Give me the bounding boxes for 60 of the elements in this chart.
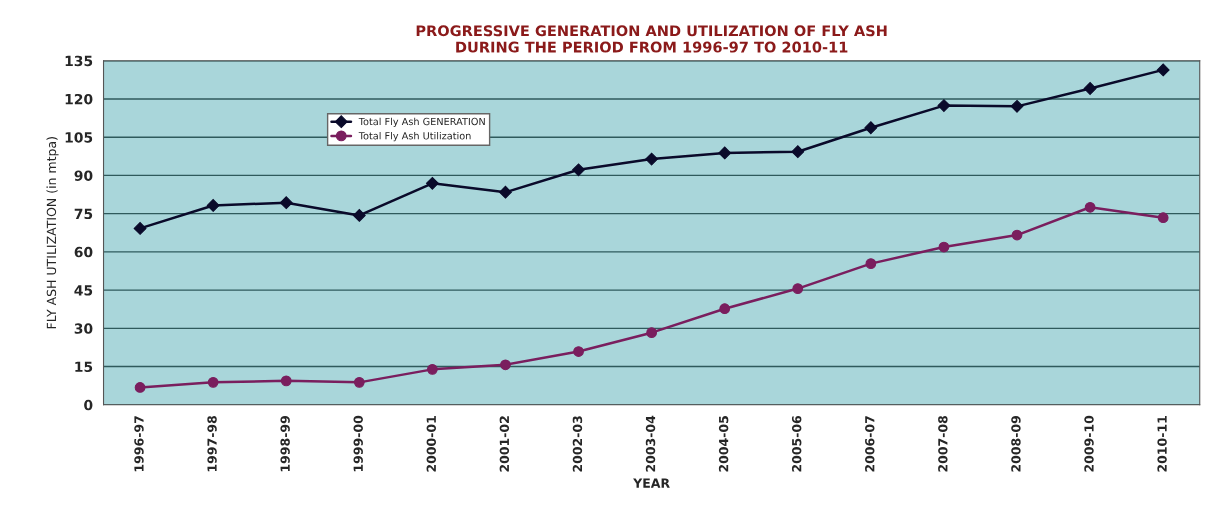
- point: [719, 303, 731, 315]
- point: [207, 376, 219, 388]
- point: [206, 199, 220, 212]
- point: [573, 346, 584, 357]
- point: [134, 382, 146, 393]
- x-tick-label: 1996-97: [134, 416, 144, 472]
- point: [500, 359, 511, 371]
- point: [864, 121, 878, 135]
- point: [937, 99, 951, 112]
- point: [280, 375, 292, 387]
- point: [427, 363, 438, 375]
- point: [1011, 229, 1023, 241]
- x-tick-label: 2001-02: [499, 416, 510, 472]
- x-tick-label: 2005-06: [791, 415, 802, 472]
- x-tick-label: 2009-10: [1084, 415, 1094, 472]
- legend-label: Total Fly Ash Utilization: [358, 131, 471, 142]
- y-tick-label: 30: [74, 323, 93, 334]
- y-tick-label: 75: [74, 208, 93, 220]
- point: [1010, 99, 1024, 113]
- point: [425, 176, 439, 190]
- point: [865, 258, 877, 269]
- x-tick-label: 2004-05: [718, 416, 729, 472]
- x-tick-label: 2000-01: [426, 416, 437, 472]
- y-tick-label: 0: [84, 399, 93, 411]
- point: [1083, 82, 1097, 95]
- point: [1156, 63, 1170, 77]
- point: [352, 209, 366, 222]
- point: [1084, 201, 1096, 213]
- x-axis-title: YEAR: [633, 478, 670, 488]
- x-tick-label: 1998-99: [280, 416, 290, 472]
- point: [499, 185, 512, 199]
- point: [133, 222, 147, 235]
- chart-title: PROGRESSIVE GENERATION AND UTILIZATION OF FLY ASH DURING THE PERIOD FROM 1996-97 TO 2010-11: [416, 25, 887, 53]
- y-tick-label: 135: [65, 55, 93, 67]
- x-tick-label: 2003-04: [645, 415, 656, 472]
- x-tick-label: 2010-11: [1157, 416, 1167, 472]
- point: [279, 196, 293, 210]
- y-axis-title: FLY ASH UTILIZATION (in mtpa): [46, 137, 59, 329]
- x-tick-label: 1999-00: [353, 415, 363, 472]
- y-tick-label: 45: [74, 285, 93, 296]
- y-tick-label: 15: [75, 361, 93, 373]
- y-tick-label: 105: [65, 132, 93, 143]
- point: [353, 376, 365, 388]
- x-tick-label: 2008-09: [1011, 416, 1021, 472]
- point: [718, 146, 732, 160]
- point: [938, 241, 950, 253]
- point: [572, 163, 585, 177]
- point: [1157, 212, 1169, 224]
- legend-label: Total Fly Ash GENERATION: [358, 117, 485, 128]
- y-tick-label: 60: [74, 246, 93, 258]
- x-tick-label: 2007-08: [938, 415, 948, 472]
- point: [791, 145, 805, 159]
- x-tick-label: 1997-98: [207, 415, 217, 472]
- y-tick-label: 120: [65, 93, 93, 105]
- y-tick-label: 90: [74, 170, 93, 181]
- point: [792, 283, 804, 294]
- x-tick-label: 2006-07: [865, 416, 875, 472]
- x-tick-label: 2002-03: [572, 416, 583, 472]
- point: [646, 327, 658, 339]
- point: [645, 152, 659, 166]
